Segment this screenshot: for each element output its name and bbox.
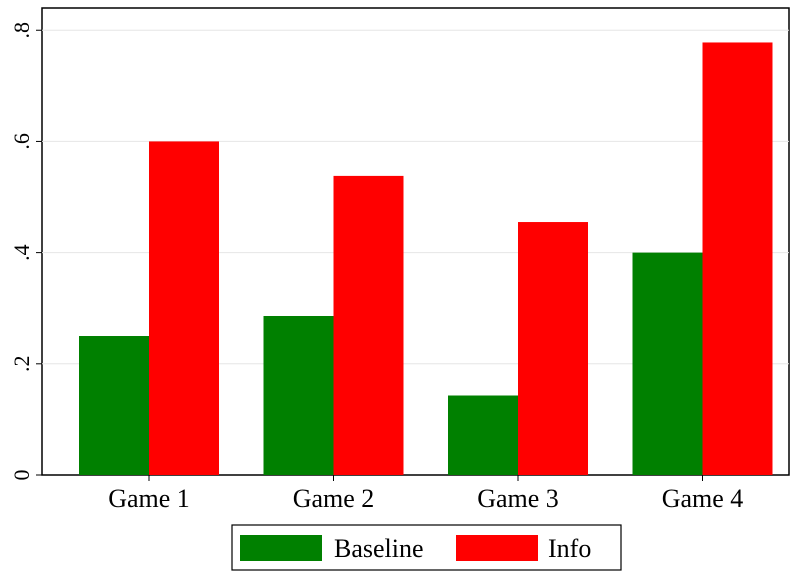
x-tick-label: Game 3 (477, 484, 559, 513)
x-tick-label: Game 1 (108, 484, 190, 513)
y-tick-label: .4 (9, 244, 34, 261)
x-tick-label: Game 4 (662, 484, 744, 513)
bar-baseline-1 (79, 336, 149, 475)
legend: Baseline Info (231, 524, 622, 571)
bar-info-2 (333, 175, 404, 475)
bar-info-4 (702, 42, 773, 475)
x-tick-label: Game 2 (293, 484, 375, 513)
bar-info-3 (518, 222, 588, 475)
legend-label-info: Info (548, 534, 591, 563)
y-tick-label: .8 (9, 22, 34, 39)
legend-swatch-baseline (240, 535, 322, 561)
y-tick-label: 0 (9, 470, 34, 481)
legend-swatch-info (456, 535, 538, 561)
y-tick-label: .2 (9, 356, 34, 373)
y-axis: 0 .2 .4 .6 .8 (9, 22, 42, 481)
bar-baseline-2 (263, 315, 334, 475)
bar-baseline-3 (448, 395, 518, 475)
bar-baseline-4 (632, 252, 703, 475)
legend-label-baseline: Baseline (334, 534, 424, 563)
x-axis: Game 1 Game 2 Game 3 Game 4 (108, 475, 743, 513)
bars (79, 42, 773, 475)
y-tick-label: .6 (9, 133, 34, 150)
bar-info-1 (149, 141, 219, 475)
